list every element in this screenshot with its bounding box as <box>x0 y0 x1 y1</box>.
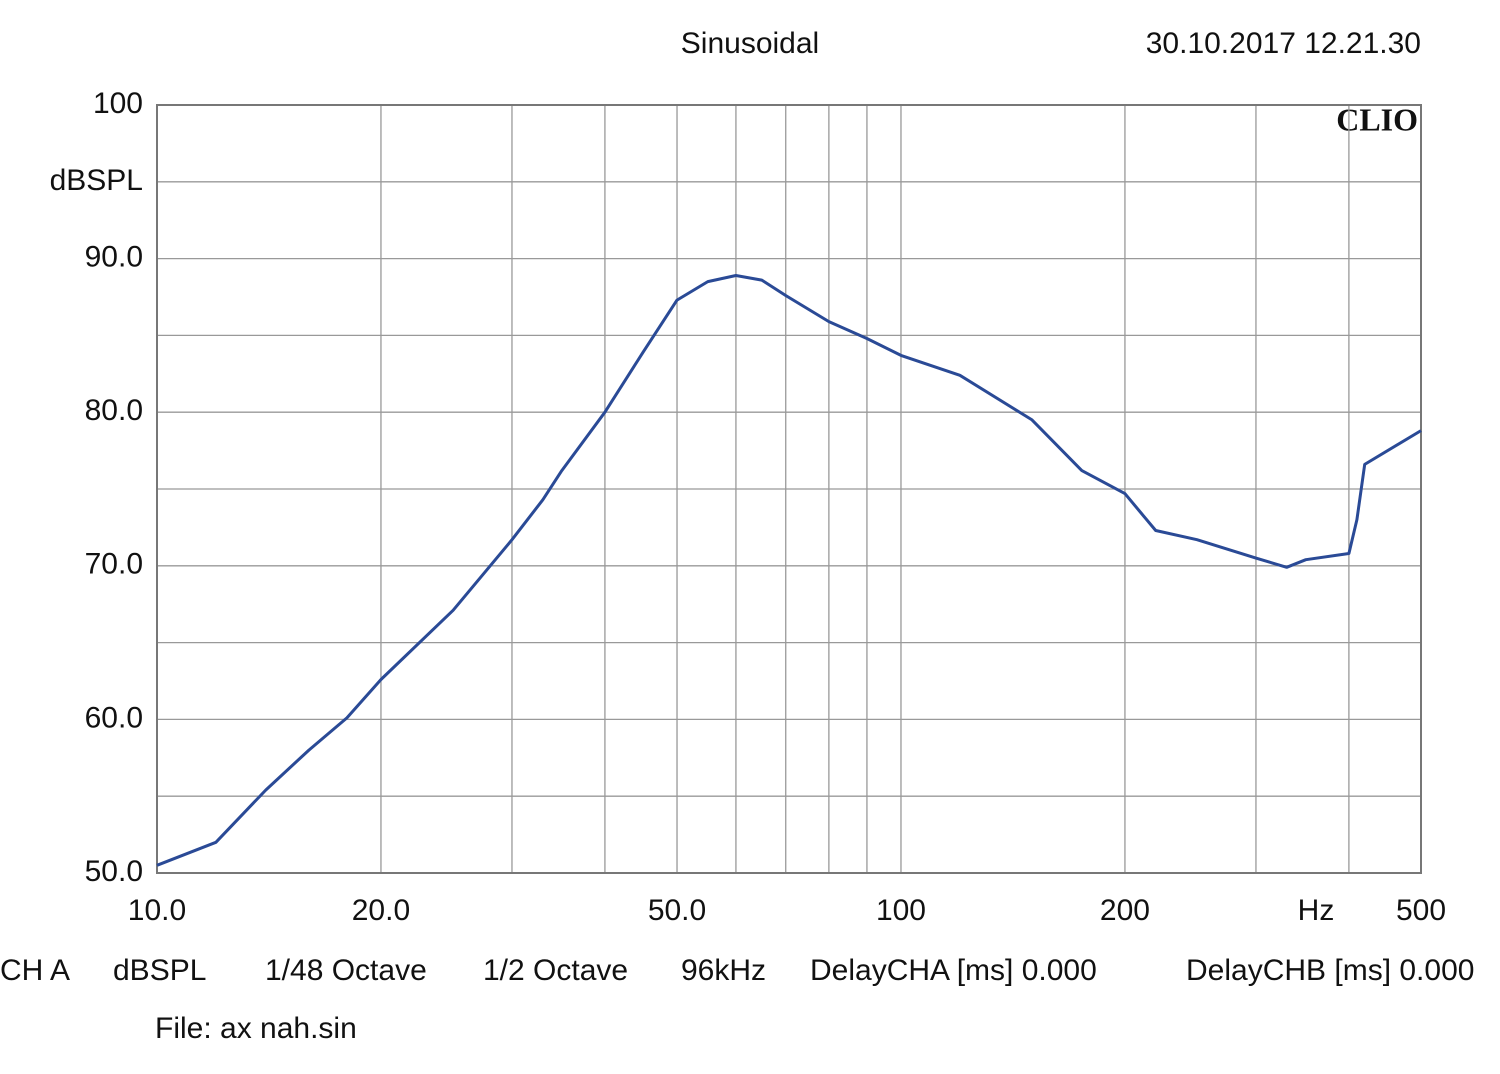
x-axis-label: Hz <box>1298 894 1335 927</box>
data-line <box>156 274 1422 867</box>
y-tick-label: 90.0 <box>85 241 143 274</box>
y-tick-label: 50.0 <box>85 855 143 888</box>
y-tick-label: 80.0 <box>85 394 143 427</box>
brand: CLIO <box>1336 101 1418 137</box>
timestamp: 30.10.2017 12.21.30 <box>1146 27 1421 60</box>
info-text: 96kHz <box>681 954 766 987</box>
info-text: CH A <box>0 954 70 987</box>
info-text: DelayCHB [ms] 0.000 <box>1186 954 1474 987</box>
x-tick-label: 20.0 <box>352 894 410 927</box>
y-tick-label: 70.0 <box>85 548 143 581</box>
chart-title: Sinusoidal <box>681 27 819 60</box>
info-text: 1/2 Octave <box>483 954 628 987</box>
x-tick-label: 50.0 <box>648 894 706 927</box>
x-tick-label: 200 <box>1100 894 1150 927</box>
file-name: File: ax nah.sin <box>155 1012 357 1045</box>
info-text: dBSPL <box>113 954 206 987</box>
info-text: 1/48 Octave <box>265 954 427 987</box>
x-tick-label: 10.0 <box>128 894 186 927</box>
y-tick-label: 60.0 <box>85 701 143 734</box>
y-axis-label: dBSPL <box>50 164 143 197</box>
x-tick-label: 500 <box>1396 894 1446 927</box>
y-tick-label: 100 <box>93 87 143 120</box>
info-text: DelayCHA [ms] 0.000 <box>810 954 1097 987</box>
x-tick-label: 100 <box>876 894 926 927</box>
plot-frame <box>156 104 1422 874</box>
